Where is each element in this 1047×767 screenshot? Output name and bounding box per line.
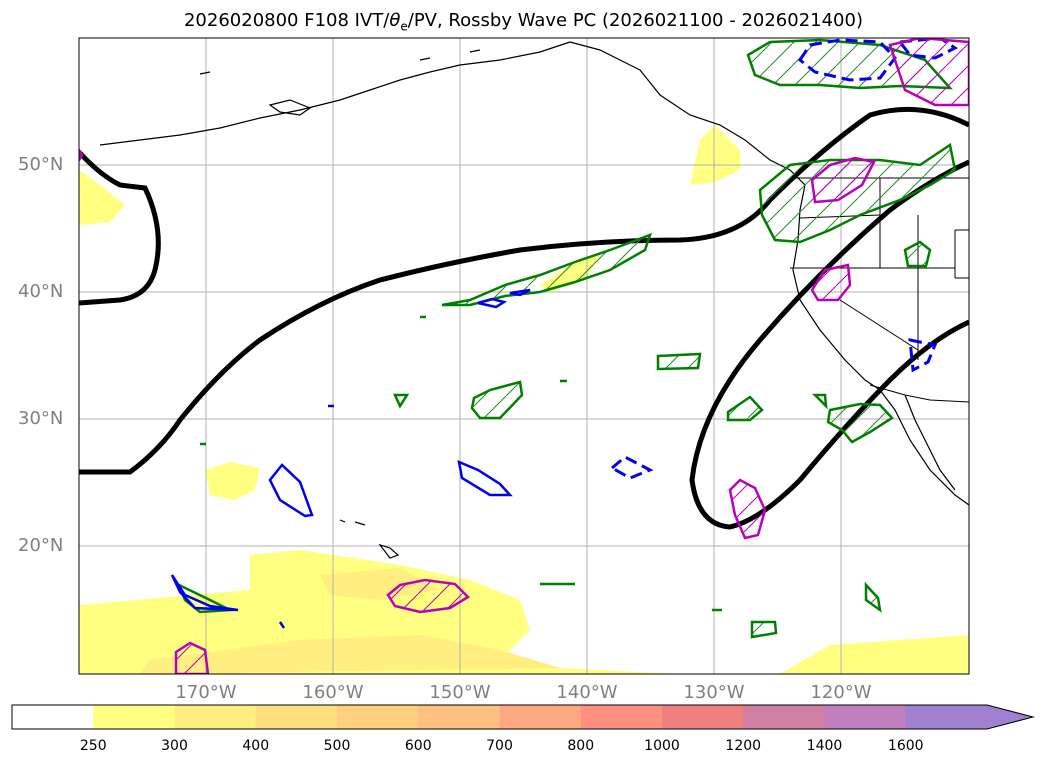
colorbar-swatch: [580, 705, 663, 729]
lon-label-160w: 160°W: [302, 682, 364, 703]
colorbar-swatch: [337, 705, 419, 729]
colorbar-swatch: [255, 705, 338, 729]
coastlines: [99, 41, 969, 559]
colorbar-tick-label: 1200: [725, 738, 762, 754]
colorbar-tick-label: 400: [242, 738, 270, 754]
colorbar-swatch: [418, 705, 500, 729]
lat-label-20n: 20°N: [18, 535, 64, 556]
page-title: 2026020800 F108 IVT/θe/PV, Rossby Wave P…: [183, 10, 863, 34]
colorbar-tick-label: 1400: [806, 738, 843, 754]
colorbar-swatch: [93, 705, 175, 729]
colorbar-swatch: [824, 705, 907, 729]
colorbar-tick-label: 600: [404, 738, 432, 754]
colorbar-tick-label: 250: [79, 738, 107, 754]
lon-label-150w: 150°W: [429, 682, 491, 703]
rossby-wave-contours: [79, 106, 969, 530]
colorbar-extend-arrow: [987, 705, 1033, 729]
colorbar-tick-label: 300: [161, 738, 188, 754]
colorbar-tick-label: 700: [486, 738, 513, 754]
green-contours: [393, 38, 957, 639]
lon-label-170w: 170°W: [175, 682, 237, 703]
colorbar-swatch: [662, 705, 744, 729]
lon-label-140w: 140°W: [556, 682, 618, 703]
colorbar-swatch: [12, 705, 94, 729]
blue-solid-contours: [170, 288, 531, 629]
lat-label-40n: 40°N: [18, 281, 64, 302]
colorbar-tick-label: 500: [323, 738, 351, 754]
colorbar-swatch: [499, 705, 582, 729]
colorbar-swatch: [174, 705, 257, 729]
lon-label-130w: 130°W: [683, 682, 745, 703]
lon-label-120w: 120°W: [810, 682, 872, 703]
colorbar-tick-label: 1600: [887, 738, 924, 754]
graticule: [79, 38, 969, 674]
colorbar: [11, 704, 1035, 730]
lat-label-50n: 50°N: [18, 154, 64, 175]
lat-label-30n: 30°N: [18, 408, 64, 429]
map-content: [79, 38, 969, 674]
colorbar-swatch: [905, 705, 988, 729]
map-frame: [78, 37, 970, 675]
colorbar-swatch: [743, 705, 825, 729]
colorbar-tick-label: 1000: [644, 738, 680, 754]
blue-dashed-contours: [609, 38, 958, 480]
colorbar-swatches: [12, 705, 1033, 729]
colorbar-tick-label: 800: [567, 738, 595, 754]
magenta-contours: [79, 38, 969, 674]
